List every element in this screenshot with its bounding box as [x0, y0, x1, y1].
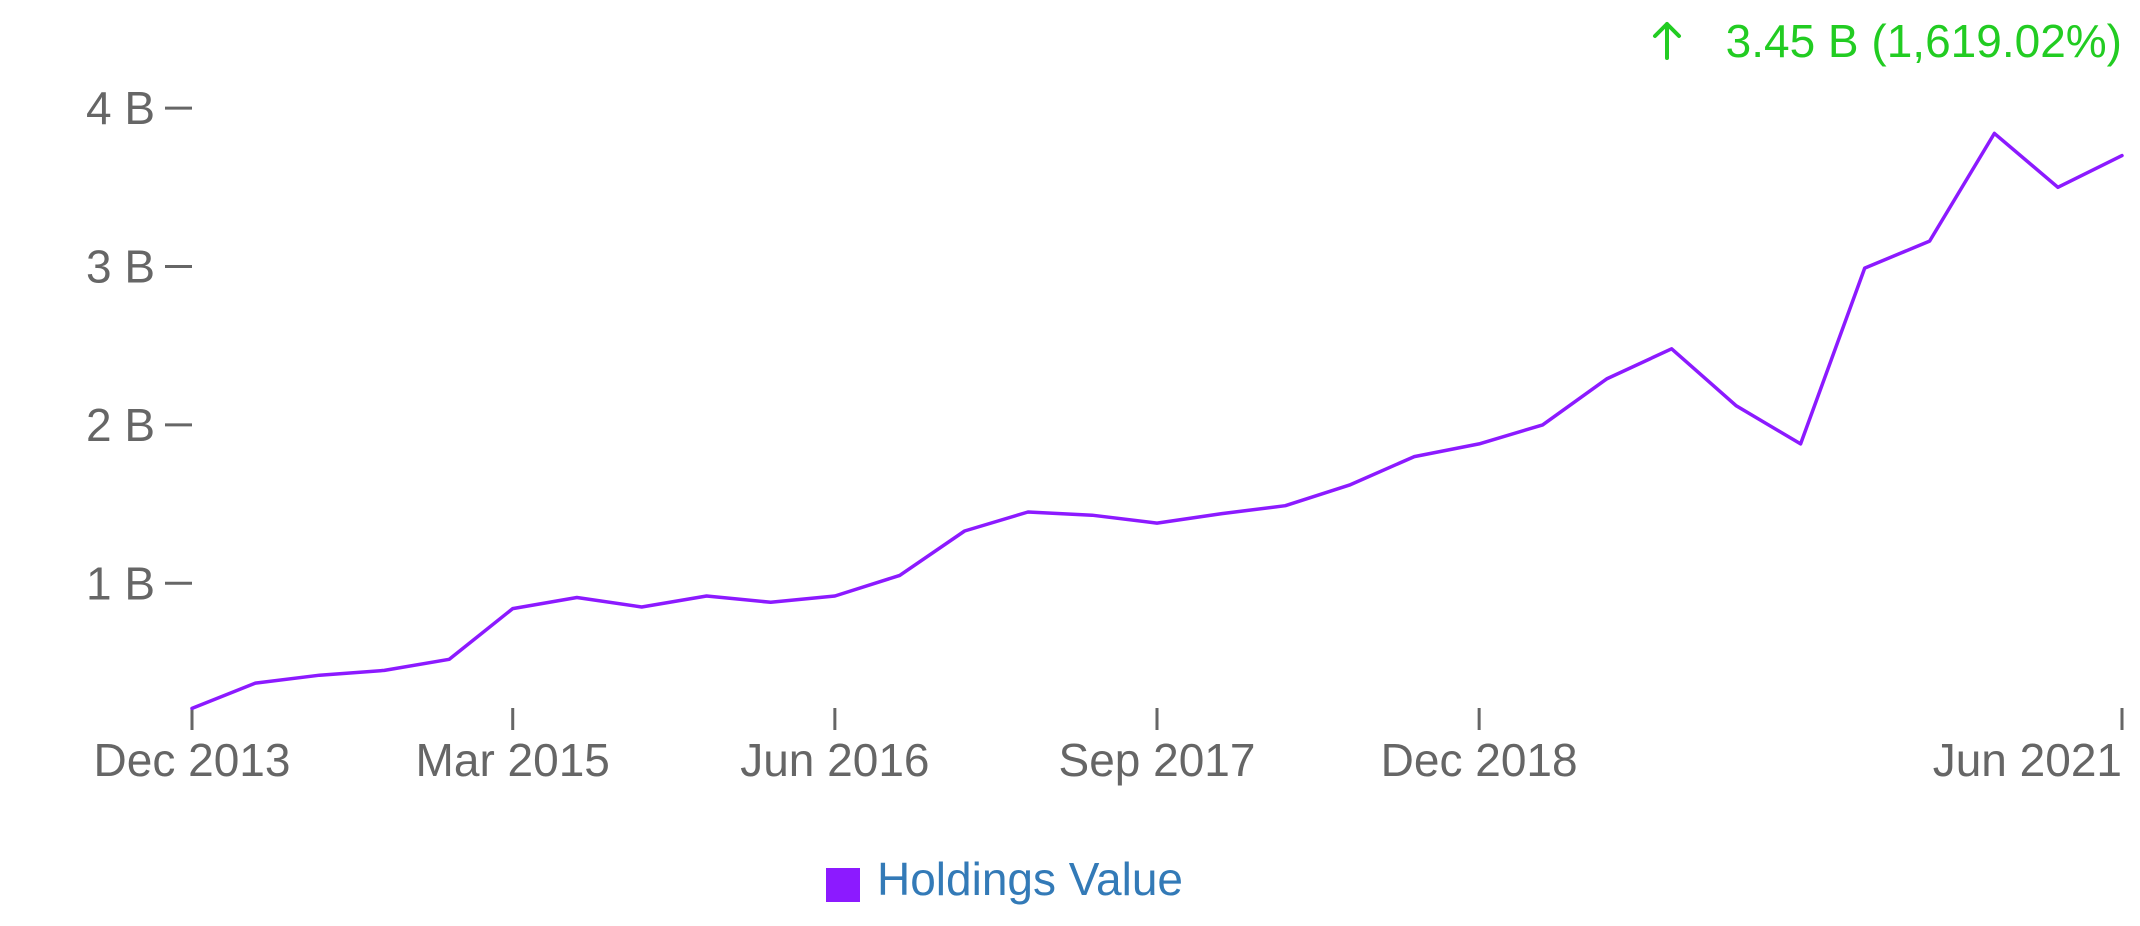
- x-tick-label: Dec 2018: [1381, 734, 1578, 786]
- y-tick-label: 2 B: [86, 399, 155, 451]
- y-tick-label: 1 B: [86, 557, 155, 609]
- x-axis: Dec 2013 Mar 2015 Jun 2016 Sep 2017 Dec 2018…: [94, 708, 2124, 786]
- y-tick-label: 4 B: [86, 82, 155, 134]
- x-tick-label: Jun 2016: [740, 734, 929, 786]
- arrow-up-icon: [1653, 22, 1681, 60]
- legend-label-holdings-value: Holdings Value: [877, 853, 1183, 905]
- series-layer: [190, 131, 2124, 711]
- change-value: 3.45 B (1,619.02%): [1726, 15, 2122, 67]
- x-tick-label: Mar 2015: [416, 734, 610, 786]
- x-tick-label: Jun 2021: [1933, 734, 2122, 786]
- change-readout: 3.45 B (1,619.02%): [1653, 15, 2122, 67]
- legend: Holdings Value: [826, 853, 1183, 905]
- series-line-holdings-value: [190, 131, 2124, 711]
- y-axis: 1 B 2 B 3 B 4 B: [86, 82, 192, 609]
- y-tick-label: 3 B: [86, 240, 155, 292]
- x-tick-label: Sep 2017: [1059, 734, 1256, 786]
- x-tick-label: Dec 2013: [94, 734, 291, 786]
- legend-swatch-holdings-value: [826, 868, 860, 902]
